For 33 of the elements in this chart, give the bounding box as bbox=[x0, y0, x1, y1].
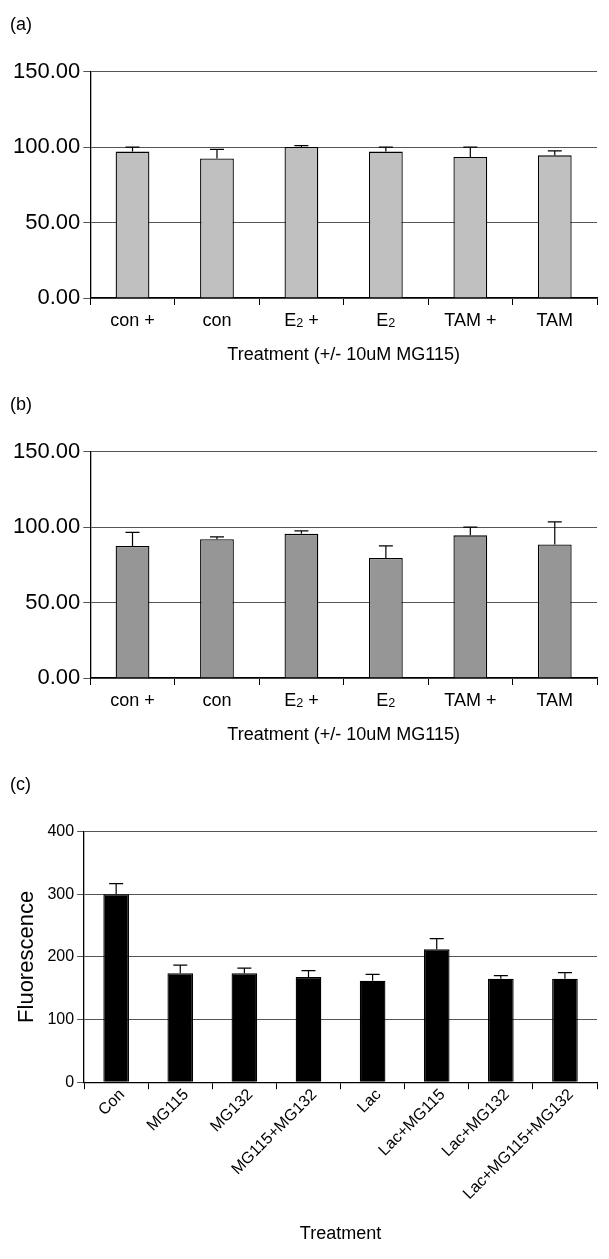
x-tick-label: TAM + bbox=[444, 309, 497, 330]
y-tick-label: 50.00 bbox=[25, 588, 81, 614]
x-tick-label: con bbox=[202, 689, 232, 710]
y-tick-label: 200 bbox=[47, 947, 75, 965]
x-axis-title: Treatment (+/- 10uM MG115) bbox=[227, 344, 460, 365]
x-tick-label: Con bbox=[94, 1085, 128, 1119]
chart-title: (c) bbox=[10, 773, 31, 794]
y-tick-label: 100.00 bbox=[12, 513, 81, 539]
x-tick-label: con + bbox=[110, 689, 155, 710]
y-tick-label: 100.00 bbox=[12, 133, 81, 159]
y-tick-label: 300 bbox=[47, 884, 75, 902]
x-tick-label: E2 bbox=[376, 689, 396, 711]
x-tick-label: TAM bbox=[536, 689, 574, 710]
chart-title: (b) bbox=[10, 393, 32, 414]
y-tick-label: 150.00 bbox=[12, 57, 81, 83]
x-tick-label: E2 + bbox=[284, 309, 319, 331]
y-tick-label: 100 bbox=[47, 1009, 75, 1027]
x-tick-label: con bbox=[202, 309, 232, 330]
chart-title: (a) bbox=[10, 13, 32, 34]
x-tick-label: TAM bbox=[536, 309, 574, 330]
y-tick-label: 150.00 bbox=[12, 437, 81, 463]
y-tick-label: 50.00 bbox=[25, 208, 81, 234]
x-tick-label: con + bbox=[110, 309, 155, 330]
y-tick-label: 0 bbox=[65, 1072, 75, 1090]
y-tick-label: 400 bbox=[47, 822, 75, 840]
x-tick-label: TAM + bbox=[444, 689, 497, 710]
x-axis-title: Treatment bbox=[299, 1223, 382, 1244]
y-tick-label: 0.00 bbox=[37, 284, 81, 310]
x-tick-label: E2 bbox=[376, 309, 396, 331]
y-axis-title: Fluorescence bbox=[13, 890, 39, 1023]
y-tick-label: 0.00 bbox=[37, 664, 81, 690]
x-tick-label: E2 + bbox=[284, 689, 319, 711]
x-axis-title: Treatment (+/- 10uM MG115) bbox=[227, 724, 460, 745]
